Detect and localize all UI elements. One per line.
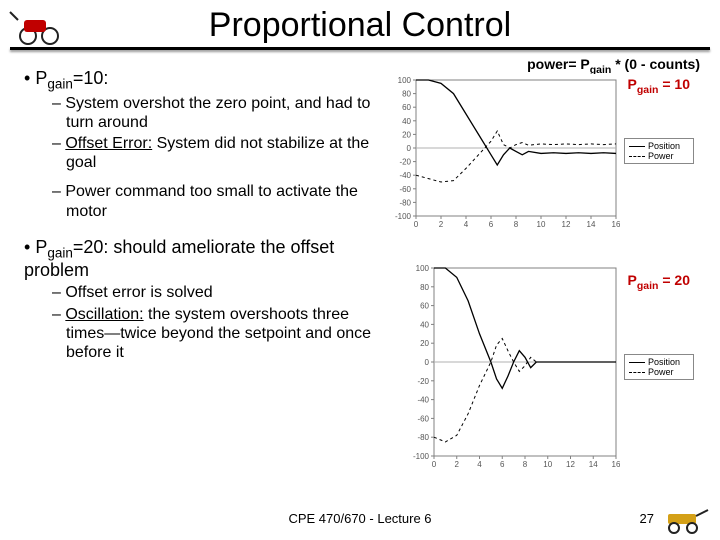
svg-text:-80: -80 [399, 198, 411, 207]
svg-text:40: 40 [420, 320, 429, 329]
chart-pgain10: -100 -80 -60 -40 -20 0 20 40 60 80 100 0 2 4 6 8 10 12 14 1… [390, 74, 620, 230]
pgain20-caption: Pgain = 20 [628, 272, 690, 292]
svg-text:0: 0 [414, 220, 419, 229]
svg-text:8: 8 [523, 460, 528, 469]
bullet-offset-solved: Offset error is solved [52, 283, 390, 302]
svg-text:14: 14 [587, 220, 596, 229]
svg-text:100: 100 [416, 264, 430, 273]
svg-text:40: 40 [402, 117, 411, 126]
svg-text:-100: -100 [395, 212, 412, 221]
svg-text:0: 0 [432, 460, 437, 469]
svg-text:10: 10 [537, 220, 546, 229]
power-equation: power= Pgain * (0 - counts) [527, 56, 700, 76]
footer-text: CPE 470/670 - Lecture 6 [0, 511, 720, 526]
slide-title: Proportional Control [0, 0, 720, 47]
svg-text:80: 80 [402, 90, 411, 99]
chart-pgain20: -100 -80 -60 -40 -20 0 20 40 60 80 100 0 2 4 6 8 10 12 14 1… [408, 262, 620, 470]
svg-text:2: 2 [439, 220, 444, 229]
svg-text:14: 14 [589, 460, 598, 469]
chart1-legend: Position Power [624, 138, 694, 164]
svg-text:20: 20 [402, 130, 411, 139]
svg-text:2: 2 [455, 460, 460, 469]
page-number: 27 [640, 511, 654, 526]
chart2-legend: Position Power [624, 354, 694, 380]
svg-text:-40: -40 [399, 171, 411, 180]
svg-text:-100: -100 [413, 452, 430, 461]
svg-text:6: 6 [489, 220, 494, 229]
svg-text:-60: -60 [417, 414, 429, 423]
bullet-pgain20: Pgain=20: should ameliorate the offset p… [24, 237, 390, 282]
bullet-pgain10: Pgain=10: [24, 68, 390, 92]
svg-text:60: 60 [402, 103, 411, 112]
svg-text:16: 16 [612, 220, 620, 229]
svg-text:80: 80 [420, 283, 429, 292]
svg-text:100: 100 [398, 76, 412, 85]
svg-text:8: 8 [514, 220, 519, 229]
svg-text:-60: -60 [399, 185, 411, 194]
svg-text:12: 12 [562, 220, 571, 229]
title-underline [10, 47, 710, 50]
svg-text:-80: -80 [417, 433, 429, 442]
svg-text:6: 6 [500, 460, 505, 469]
bullet-oscillation: Oscillation: the system overshoots three… [52, 305, 390, 363]
svg-text:16: 16 [612, 460, 620, 469]
svg-text:60: 60 [420, 302, 429, 311]
svg-text:-20: -20 [417, 377, 429, 386]
svg-text:-20: -20 [399, 158, 411, 167]
svg-text:4: 4 [477, 460, 482, 469]
bullet-power-small: Power command too small to activate the … [52, 182, 390, 220]
corner-logo [8, 8, 64, 48]
svg-text:0: 0 [407, 144, 412, 153]
pgain10-caption: Pgain = 10 [628, 76, 690, 96]
svg-text:-40: -40 [417, 396, 429, 405]
bullet-overshot: System overshot the zero point, and had … [52, 94, 390, 132]
svg-text:0: 0 [425, 358, 430, 367]
svg-text:4: 4 [464, 220, 469, 229]
svg-text:10: 10 [543, 460, 552, 469]
bullet-offset-error: Offset Error: System did not stabilize a… [52, 134, 390, 172]
footer-logo [662, 504, 712, 534]
svg-text:12: 12 [566, 460, 575, 469]
svg-text:20: 20 [420, 339, 429, 348]
